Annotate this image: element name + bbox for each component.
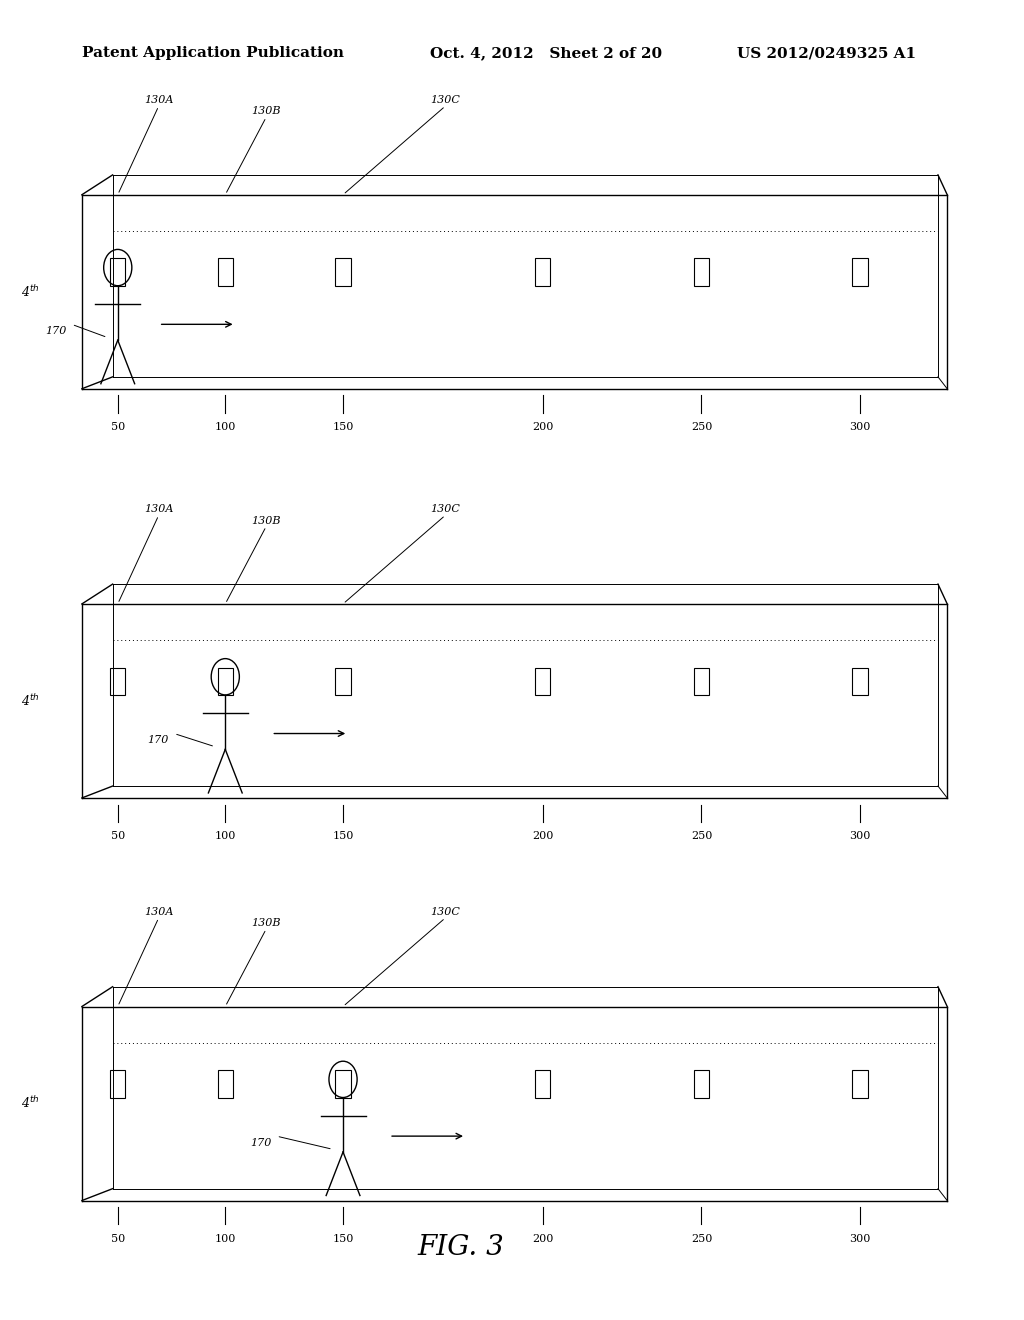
Bar: [536, 259, 551, 286]
Text: 300: 300: [850, 1233, 870, 1243]
Text: 170: 170: [250, 1138, 271, 1147]
Bar: [217, 1071, 232, 1098]
Bar: [111, 1071, 126, 1098]
Text: 150: 150: [333, 832, 353, 841]
Text: 300: 300: [850, 832, 870, 841]
Text: 100: 100: [215, 422, 236, 432]
Text: 50: 50: [111, 422, 125, 432]
Text: 130B: 130B: [252, 516, 281, 525]
Text: 250: 250: [691, 422, 712, 432]
Bar: [111, 259, 126, 286]
Text: 130C: 130C: [430, 907, 461, 917]
Text: US 2012/0249325 A1: US 2012/0249325 A1: [737, 46, 916, 61]
Text: 130B: 130B: [252, 919, 281, 928]
Bar: [852, 259, 868, 286]
Bar: [336, 1071, 350, 1098]
Text: 130B: 130B: [252, 107, 281, 116]
Text: 130A: 130A: [144, 504, 173, 515]
Text: 170: 170: [147, 735, 169, 744]
Bar: [694, 668, 710, 696]
Text: 50: 50: [111, 832, 125, 841]
Bar: [336, 668, 350, 696]
Text: 130C: 130C: [430, 95, 461, 106]
Bar: [694, 259, 710, 286]
Text: 4$^{th}$: 4$^{th}$: [22, 693, 40, 709]
Text: 250: 250: [691, 1233, 712, 1243]
Text: 150: 150: [333, 1233, 353, 1243]
Text: 4$^{th}$: 4$^{th}$: [22, 1096, 40, 1111]
Text: 150: 150: [333, 422, 353, 432]
Text: Patent Application Publication: Patent Application Publication: [82, 46, 344, 61]
Bar: [217, 668, 232, 696]
Bar: [694, 1071, 710, 1098]
Bar: [536, 668, 551, 696]
Bar: [536, 1071, 551, 1098]
Text: 200: 200: [532, 832, 553, 841]
Text: 200: 200: [532, 1233, 553, 1243]
Bar: [217, 259, 232, 286]
Text: 100: 100: [215, 832, 236, 841]
Bar: [852, 1071, 868, 1098]
Text: 130A: 130A: [144, 907, 173, 917]
Text: Oct. 4, 2012   Sheet 2 of 20: Oct. 4, 2012 Sheet 2 of 20: [430, 46, 663, 61]
Text: 170: 170: [45, 326, 67, 335]
Text: 250: 250: [691, 832, 712, 841]
Bar: [336, 259, 350, 286]
Text: 130A: 130A: [144, 95, 173, 106]
Text: 4$^{th}$: 4$^{th}$: [22, 284, 40, 300]
Text: 300: 300: [850, 422, 870, 432]
Text: 200: 200: [532, 422, 553, 432]
Text: FIG. 3: FIG. 3: [418, 1234, 504, 1261]
Bar: [111, 668, 126, 696]
Bar: [852, 668, 868, 696]
Text: 50: 50: [111, 1233, 125, 1243]
Text: 100: 100: [215, 1233, 236, 1243]
Text: 130C: 130C: [430, 504, 461, 515]
